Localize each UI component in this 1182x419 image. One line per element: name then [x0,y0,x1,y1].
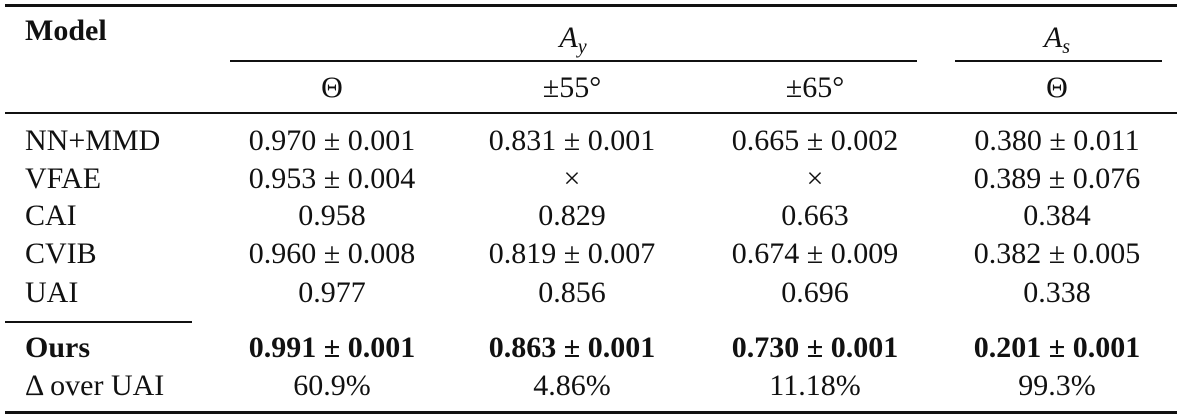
row-label: Δ over UAI [25,369,165,402]
subheader: ±55° [542,71,602,104]
cell: 0.829 [538,199,606,232]
cell: 0.960 ± 0.008 [248,237,416,270]
header-rule [5,112,1177,114]
cell: 0.389 ± 0.076 [973,162,1141,195]
cell: 0.991 ± 0.001 [248,331,416,364]
cell: 11.18% [769,369,861,402]
row-label: NN+MMD [25,124,161,157]
group-subscript: s [1062,36,1071,58]
group-header: Ay [559,21,586,58]
group-symbol: A [1043,21,1063,54]
subheader: Θ [1046,71,1068,104]
cell: 0.338 [1023,276,1091,309]
group-symbol: A [559,21,578,54]
cell: 0.730 ± 0.001 [731,331,899,364]
mid-rule [5,321,192,323]
cell: 0.674 ± 0.009 [731,237,899,270]
row-label: Ours [25,331,91,364]
row-label: UAI [25,276,79,309]
cell: 0.856 [538,276,606,309]
cell: 0.819 ± 0.007 [488,237,656,270]
cell: 60.9% [293,369,371,402]
cell: 0.958 [298,199,366,232]
cell: 0.201 ± 0.001 [973,331,1141,364]
top-rule [5,4,1177,7]
cell: 0.831 ± 0.001 [488,124,656,157]
cell: 0.382 ± 0.005 [973,237,1141,270]
header-model: Model [25,14,107,47]
cell: × [806,162,824,195]
subheader: Θ [321,71,343,104]
group-rule [955,60,1162,62]
cell: 0.665 ± 0.002 [731,124,899,157]
cell: 4.86% [533,369,611,402]
cell: 0.380 ± 0.011 [974,124,1140,157]
bottom-rule [5,411,1177,414]
subheader: ±65° [785,71,845,104]
cell: 0.663 [781,199,849,232]
group-header: As [1043,21,1070,58]
cell: × [563,162,581,195]
cell: 0.384 [1023,199,1091,232]
row-label: CVIB [25,237,97,270]
cell: 0.696 [781,276,849,309]
group-rule [230,60,917,62]
row-label: CAI [25,199,77,232]
row-label: VFAE [25,162,102,195]
group-subscript: y [577,36,587,58]
cell: 0.953 ± 0.004 [248,162,416,195]
cell: 0.970 ± 0.001 [248,124,416,157]
cell: 99.3% [1018,369,1096,402]
cell: 0.863 ± 0.001 [488,331,656,364]
cell: 0.977 [298,276,366,309]
